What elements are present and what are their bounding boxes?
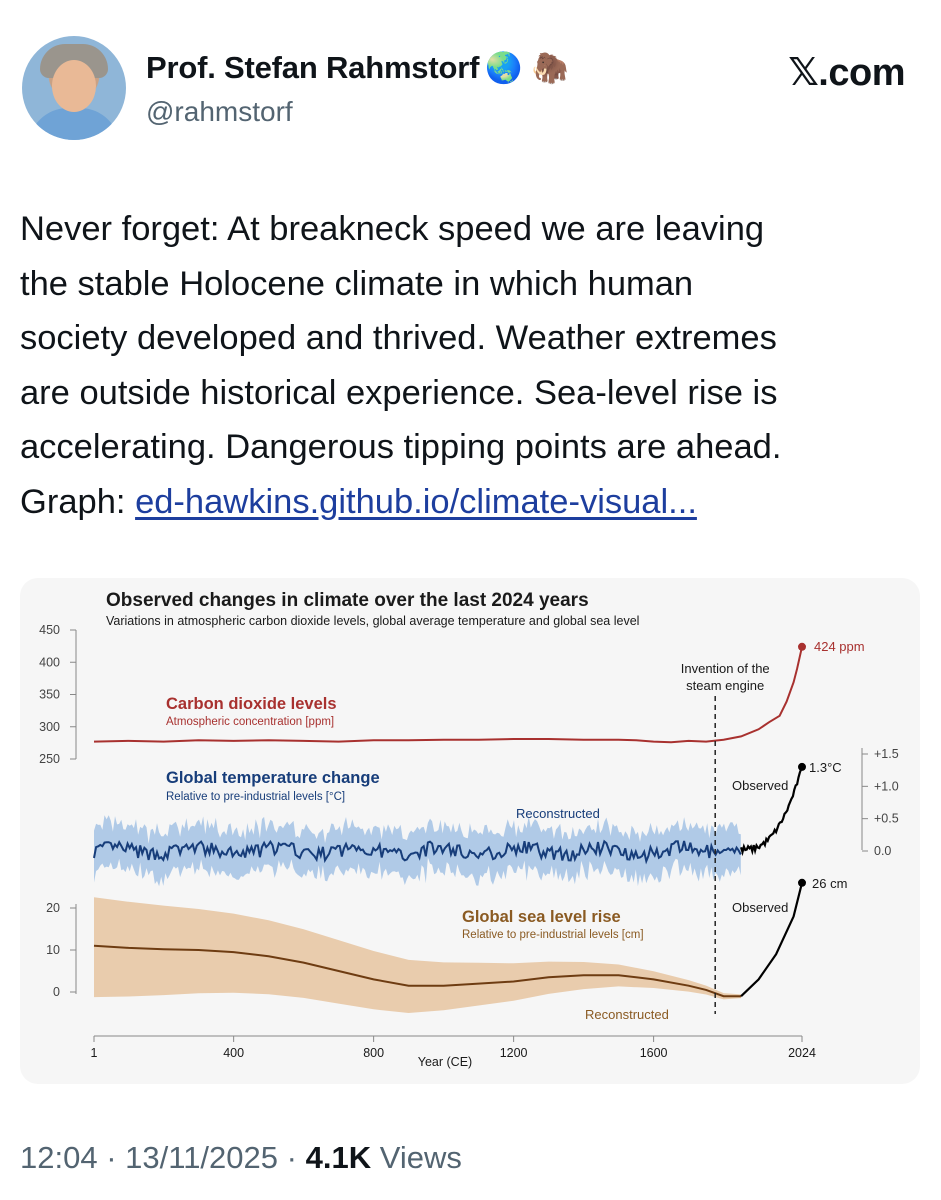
co2-tick-label: 350	[39, 688, 60, 702]
temperature-reconstructed-label: Reconstructed	[516, 806, 600, 821]
sea-level-series-desc: Relative to pre-industrial levels [cm]	[462, 929, 644, 941]
graph-prefix: Graph:	[20, 482, 136, 521]
tweet-header: Prof. Stefan Rahmstorf 🌏 🦣 @rahmstorf 𝕏.c…	[0, 0, 941, 160]
sea-level-reconstructed-line	[93, 944, 742, 998]
sea-level-observed-line	[740, 882, 804, 997]
tweet-line: society developed and thrived. Weather e…	[20, 319, 777, 357]
chart-subtitle: Variations in atmospheric carbon dioxide…	[106, 614, 639, 628]
temperature-end-point	[798, 762, 806, 771]
sea-level-tick-label: 20	[46, 901, 60, 915]
steam-engine-label-2: steam engine	[686, 678, 764, 693]
co2-tick-label: 400	[39, 655, 60, 669]
temperature-series-name: Global temperature change	[166, 769, 380, 787]
co2-line	[93, 646, 803, 744]
sea-level-tick-label: 0	[53, 985, 60, 999]
temperature-reconstructed-line	[93, 839, 742, 865]
tweet-line: the stable Holocene climate in which hum…	[20, 264, 694, 303]
chart-title: Observed changes in climate over the las…	[106, 590, 589, 611]
sea-level-end-label: 26 cm	[812, 876, 847, 891]
graph-link[interactable]: ed-hawkins.github.io/climate-visual...	[135, 482, 697, 521]
sea-level-uncertainty-band	[94, 897, 742, 1013]
x-axis-label: Year (CE)	[418, 1055, 472, 1069]
temperature-tick-label: +0.5	[874, 812, 899, 826]
tweet-line: accelerating. Dangerous tipping points a…	[20, 428, 782, 466]
climate-chart: Observed changes in climate over the las…	[39, 590, 899, 1069]
x-tick-label: 1	[91, 1046, 98, 1060]
temperature-tick-label: +1.5	[874, 747, 899, 761]
steam-engine-label-1: Invention of the	[681, 661, 770, 676]
co2-series-desc: Atmospheric concentration [ppm]	[166, 716, 334, 728]
temperature-uncertainty-band	[94, 815, 741, 887]
x-tick-label: 800	[363, 1046, 384, 1060]
temperature-observed-line	[740, 766, 804, 857]
tweet-date[interactable]: 13/11/2025	[125, 1140, 279, 1175]
tweet-line: are outside historical experience. Sea-l…	[20, 373, 778, 412]
sea-level-observed-label: Observed	[732, 900, 788, 915]
temperature-observed-label: Observed	[732, 778, 788, 793]
tweet-text: Never forget: At breakneck speed we are …	[20, 202, 925, 529]
x-tick-label: 1600	[640, 1046, 668, 1060]
views-count: 4.1K	[305, 1140, 372, 1175]
tweet-line-graph: Graph: ed-hawkins.github.io/climate-visu…	[20, 475, 925, 530]
chart-image[interactable]: Observed changes in climate over the las…	[20, 578, 920, 1084]
co2-tick-label: 250	[39, 752, 60, 766]
author-name[interactable]: Prof. Stefan Rahmstorf 🌏 🦣	[146, 50, 569, 86]
co2-end-label: 424 ppm	[814, 639, 865, 654]
temperature-end-label: 1.3°C	[809, 760, 842, 775]
sea-level-series-name: Global sea level rise	[462, 908, 621, 926]
sea-level-tick-label: 10	[46, 943, 60, 957]
tweet-footer: 12:04 · 13/11/2025 · 4.1K Views	[20, 1140, 462, 1176]
co2-end-point	[798, 642, 806, 651]
co2-tick-label: 300	[39, 720, 60, 734]
separator-dot: ·	[106, 1140, 117, 1175]
co2-series-name: Carbon dioxide levels	[166, 695, 337, 713]
x-tick-label: 400	[223, 1046, 244, 1060]
temperature-series-desc: Relative to pre-industrial levels [°C]	[166, 791, 345, 803]
author-handle[interactable]: @rahmstorf	[146, 96, 293, 127]
co2-tick-label: 450	[39, 623, 60, 637]
x-tick-label: 1200	[500, 1046, 528, 1060]
tweet-line: Never forget: At breakneck speed we are …	[20, 210, 765, 248]
sea-level-end-point	[798, 878, 806, 887]
author-name-text[interactable]: Prof. Stefan Rahmstorf	[146, 50, 480, 85]
x-brand-logo: 𝕏.com	[788, 52, 905, 94]
x-tick-label: 2024	[788, 1046, 816, 1060]
temperature-tick-label: 0.0	[874, 844, 891, 858]
temperature-tick-label: +1.0	[874, 779, 899, 793]
tweet-time[interactable]: 12:04	[20, 1140, 98, 1175]
avatar[interactable]	[22, 36, 126, 140]
sea-level-reconstructed-label: Reconstructed	[585, 1007, 669, 1022]
views-label: Views	[379, 1140, 462, 1175]
author-badges: 🌏 🦣	[485, 51, 569, 86]
separator-dot: ·	[286, 1140, 297, 1175]
